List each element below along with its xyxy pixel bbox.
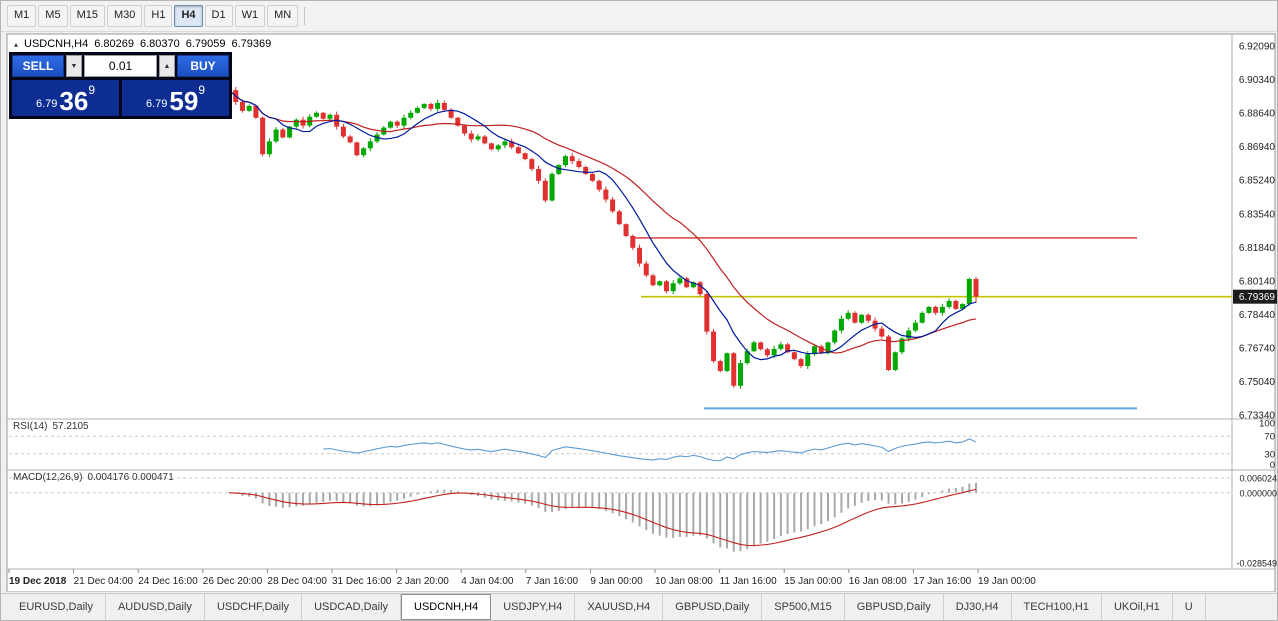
macd-scale-label: -0.028549 (1236, 558, 1277, 568)
lot-increase-button[interactable]: ▲ (159, 55, 175, 77)
current-price-tag (1233, 289, 1277, 304)
price-scale-label: 6.75040 (1239, 377, 1276, 388)
ohlc-open: 6.80269 (94, 38, 134, 50)
sell-button[interactable]: SELL (12, 55, 64, 77)
time-axis-label: 28 Dec 04:00 (267, 576, 327, 587)
buy-price-small: 6.79 (145, 98, 168, 110)
time-axis-label: 26 Dec 20:00 (203, 576, 263, 587)
ohlc-close: 6.79369 (231, 38, 272, 50)
tab-audusd-daily[interactable]: AUDUSD,Daily (106, 594, 205, 620)
ohlc-high: 6.80370 (139, 38, 180, 50)
price-scale-label: 6.92090 (1239, 42, 1276, 53)
macd-scale-label: 0.000000 (1239, 488, 1277, 498)
price-scale-label: 6.83540 (1239, 209, 1276, 220)
price-scale-label: 6.78440 (1239, 310, 1276, 321)
timeframe-button-h4[interactable]: H4 (174, 5, 203, 27)
ma-fast-line (228, 89, 977, 361)
macd-name: MACD(12,26,9) (13, 472, 83, 483)
macd-signal-line (228, 488, 977, 547)
time-axis-label: 19 Jan 00:00 (978, 576, 1036, 587)
tab-dj30-h4[interactable]: DJ30,H4 (944, 594, 1012, 620)
timeframe-button-m15[interactable]: M15 (69, 5, 105, 27)
lot-size-input[interactable] (84, 55, 157, 77)
price-scale-label: 6.90340 (1239, 75, 1276, 86)
tab-usdcad-daily[interactable]: USDCAD,Daily (302, 594, 402, 620)
timeframe-button-mn[interactable]: MN (267, 5, 299, 27)
timeframe-button-w1[interactable]: W1 (234, 5, 266, 27)
time-axis-label: 7 Jan 16:00 (526, 576, 579, 587)
tab-usdcnh-h4[interactable]: USDCNH,H4 (401, 594, 492, 620)
macd-scale-label: 0.006024 (1239, 473, 1277, 483)
tab-gbpusd-daily[interactable]: GBPUSD,Daily (845, 594, 944, 620)
timeframe-button-m1[interactable]: M1 (7, 5, 37, 27)
chart-symbol-label: USDCNH,H4 (24, 38, 89, 50)
lot-decrease-button[interactable]: ▼ (66, 55, 82, 77)
tab-tech100-h1[interactable]: TECH100,H1 (1012, 594, 1102, 620)
time-axis-label: 4 Jan 04:00 (461, 576, 514, 587)
timeframe-button-d1[interactable]: D1 (204, 5, 233, 27)
timeframe-toolbar: M1 M5 M15 M30 H1 H4 D1 W1 MN (1, 1, 1277, 32)
time-axis-label: 16 Jan 08:00 (849, 576, 907, 587)
rsi-scale-label: 30 (1264, 449, 1275, 460)
chart-shift-icon: ▴ (14, 39, 19, 49)
tab-u[interactable]: U (1173, 594, 1206, 620)
time-axis-label: 17 Jan 16:00 (913, 576, 971, 587)
rsi-scale-label: 100 (1259, 419, 1275, 430)
rsi-indicator-label: RSI(14) 57.2105 (13, 421, 89, 432)
time-axis-label: 24 Dec 16:00 (138, 576, 198, 587)
time-axis-label: 2 Jan 20:00 (397, 576, 450, 587)
price-scale-label: 6.73340 (1239, 411, 1276, 422)
rsi-name: RSI(14) (13, 421, 48, 432)
sell-price-small: 6.79 (35, 98, 58, 110)
tab-usdjpy-h4[interactable]: USDJPY,H4 (491, 594, 576, 620)
rsi-scale-label: 70 (1264, 432, 1275, 443)
symbol-tabbar: EURUSD,Daily AUDUSD,Daily USDCHF,Daily USDC… (1, 593, 1277, 620)
tab-eurusd-daily[interactable]: EURUSD,Daily (7, 594, 106, 620)
price-scale-label: 6.85240 (1239, 176, 1276, 187)
tab-ukoil-h1[interactable]: UKOil,H1 (1102, 594, 1173, 620)
tab-sp500-m15[interactable]: SP500,M15 (762, 594, 845, 620)
tab-gbpusd-daily[interactable]: GBPUSD,Daily (663, 594, 763, 620)
price-scale-label: 6.76740 (1239, 343, 1276, 354)
buy-price-sup: 9 (198, 83, 206, 97)
ma-slow-line (228, 89, 977, 354)
tab-usdchf-daily[interactable]: USDCHF,Daily (205, 594, 303, 620)
time-axis-label: 21 Dec 04:00 (74, 576, 134, 587)
current-price-tag-text: 6.79369 (1239, 292, 1276, 303)
ohlc-low: 6.79059 (185, 38, 226, 50)
timeframe-button-h1[interactable]: H1 (144, 5, 173, 27)
price-scale-label: 6.86940 (1239, 142, 1276, 153)
time-axis-label: 15 Jan 00:00 (784, 576, 842, 587)
rsi-scale-label: 0 (1270, 460, 1275, 471)
candlesticks (226, 82, 979, 389)
buy-price-display[interactable]: 6.79 59 9 (122, 80, 229, 116)
toolbar-separator (304, 7, 306, 25)
time-axis-label: 19 Dec 2018 (9, 576, 67, 587)
sell-price-big: 36 (59, 86, 89, 116)
one-click-trading-panel: SELL ▼ ▲ BUY 6.79 36 9 6.79 59 9 (9, 52, 232, 119)
price-scale-label: 6.80140 (1239, 276, 1276, 287)
chart-area[interactable]: 6.92090 6.90340 6.88640 6.86940 6.85240 6.835… (1, 1, 1278, 592)
rsi-value: 57.2105 (52, 421, 89, 432)
macd-histogram (234, 482, 978, 552)
macd-indicator-label: MACD(12,26,9) 0.004176 0.000471 (13, 472, 174, 483)
time-axis-label: 31 Dec 16:00 (332, 576, 392, 587)
chart-ohlc-header: ▴ USDCNH,H4 6.80269 6.80370 6.79059 6.79… (14, 38, 271, 50)
tab-xauusd-h4[interactable]: XAUUSD,H4 (575, 594, 664, 620)
time-axis-label: 10 Jan 08:00 (655, 576, 713, 587)
sell-price-sup: 9 (88, 83, 96, 97)
sell-price-display[interactable]: 6.79 36 9 (12, 80, 119, 116)
price-scale-label: 6.81840 (1239, 243, 1276, 254)
timeframe-button-m5[interactable]: M5 (38, 5, 68, 27)
rsi-line (323, 438, 977, 462)
buy-button[interactable]: BUY (177, 55, 229, 77)
price-scale-label: 6.88640 (1239, 109, 1276, 120)
time-axis-label: 11 Jan 16:00 (720, 576, 778, 587)
buy-price-big: 59 (169, 86, 199, 116)
time-axis-label: 9 Jan 00:00 (590, 576, 643, 587)
timeframe-button-m30[interactable]: M30 (106, 5, 143, 27)
macd-values: 0.004176 0.000471 (87, 472, 174, 483)
